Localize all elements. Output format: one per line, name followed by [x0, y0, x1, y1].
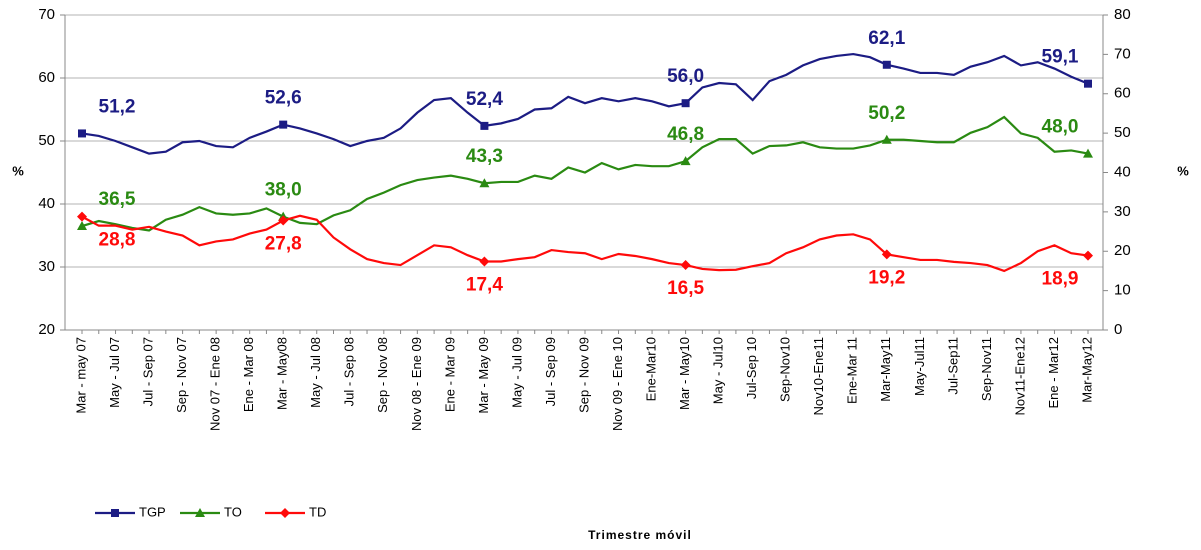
x-tick-label: Sep - Nov 09 [576, 337, 591, 413]
data-label: 36,5 [99, 189, 136, 210]
series-line [81, 52, 1089, 155]
y-tick-label: 20 [38, 321, 55, 338]
marker [195, 508, 205, 517]
x-tick-label: Nov11-Ene12 [1012, 337, 1027, 416]
x-tick-label: Mar - May 09 [476, 337, 491, 414]
marker [1084, 79, 1092, 88]
marker [279, 120, 288, 129]
data-label: 59,1 [1042, 47, 1079, 68]
x-tick-label: Mar - May08 [275, 337, 290, 410]
data-label: 18,9 [1042, 269, 1079, 290]
legend-label: TGP [139, 504, 166, 519]
marker [77, 211, 87, 222]
data-label: 56,0 [667, 66, 704, 87]
data-label: 28,8 [99, 230, 136, 251]
marker [280, 508, 290, 518]
marker [680, 260, 691, 271]
y2-tick-label: 50 [1114, 124, 1131, 141]
x-tick-label: Jul - Sep 09 [543, 337, 558, 406]
x-tick-label: Mar-May12 [1079, 337, 1094, 403]
x-tick-label: Nov 08 - Ene 09 [409, 337, 424, 431]
x-tick-label: Mar - may 07 [73, 337, 88, 414]
marker [480, 121, 489, 130]
data-label: 62,1 [868, 28, 905, 49]
data-label: 17,4 [466, 275, 503, 296]
x-tick-label: Jul-Sep 10 [744, 337, 759, 399]
y2-tick-label: 80 [1114, 6, 1131, 23]
data-label: 16,5 [667, 278, 704, 299]
marker [479, 256, 490, 267]
y-tick-label: 60 [38, 69, 55, 86]
x-tick-label: Sep - Nov 08 [375, 337, 390, 413]
x-tick-label: Nov10-Ene11 [811, 337, 826, 416]
data-label: 50,2 [868, 103, 905, 124]
x-tick-label: Mar - May10 [677, 337, 692, 410]
marker [77, 221, 87, 231]
y2-tick-label: 30 [1114, 203, 1131, 220]
y-axis-label: % [12, 163, 24, 178]
x-tick-label: Jul - Sep 07 [141, 337, 156, 406]
x-tick-label: Nov 07 - Ene 08 [208, 337, 223, 431]
marker [479, 178, 490, 188]
marker [278, 215, 289, 226]
marker [881, 134, 892, 144]
data-label: 52,6 [265, 88, 302, 109]
legend-label: TD [309, 504, 326, 519]
marker [1083, 250, 1093, 261]
data-label: 51,2 [99, 96, 136, 117]
legend-label: TO [224, 504, 242, 519]
x-tick-label: May - Jul 09 [509, 337, 524, 408]
y-tick-label: 30 [38, 258, 55, 275]
y-tick-label: 50 [38, 132, 55, 149]
series-line [81, 214, 1089, 273]
y2-axis-label: % [1177, 163, 1189, 178]
x-tick-label: Ene-Mar10 [644, 337, 659, 401]
y2-tick-label: 10 [1114, 282, 1131, 299]
x-tick-label: Jul - Sep 08 [342, 337, 357, 406]
x-tick-label: May - Jul10 [711, 337, 726, 404]
y2-tick-label: 60 [1114, 85, 1131, 102]
marker [680, 156, 691, 166]
x-tick-label: Ene - Mar 09 [442, 337, 457, 412]
y2-tick-label: 70 [1114, 45, 1131, 62]
y-tick-label: 40 [38, 195, 55, 212]
marker [681, 99, 690, 108]
x-tick-label: May-Jul11 [912, 337, 927, 396]
y2-tick-label: 0 [1114, 321, 1122, 338]
marker [78, 129, 86, 138]
x-tick-label: May - Jul 07 [107, 337, 122, 408]
marker [882, 60, 891, 69]
x-axis-label: Trimestre móvil [588, 528, 692, 542]
marker [881, 249, 892, 260]
data-label: 43,3 [466, 146, 503, 167]
data-label: 46,8 [667, 124, 704, 145]
x-tick-label: Ene - Mar12 [1046, 337, 1061, 409]
series-line [81, 115, 1089, 232]
x-tick-label: Mar-May11 [878, 337, 893, 402]
y-tick-label: 70 [38, 6, 55, 23]
data-label: 38,0 [265, 180, 302, 201]
marker [111, 509, 119, 517]
x-tick-label: Sep-Nov10 [778, 337, 793, 402]
data-label: 48,0 [1042, 117, 1079, 138]
data-label: 52,4 [466, 89, 503, 110]
marker [1083, 148, 1093, 158]
y2-tick-label: 20 [1114, 242, 1131, 259]
x-tick-label: May - Jul 08 [308, 337, 323, 408]
x-tick-label: Ene-Mar 11 [845, 337, 860, 404]
x-tick-label: Jul-Sep11 [945, 337, 960, 395]
y2-tick-label: 40 [1114, 163, 1131, 180]
data-label: 27,8 [265, 234, 302, 255]
x-tick-label: Ene - Mar 08 [241, 337, 256, 412]
data-label: 19,2 [868, 267, 905, 288]
x-tick-label: Sep - Nov 07 [174, 337, 189, 413]
x-tick-label: Nov 09 - Ene 10 [610, 337, 625, 431]
x-tick-label: Sep-Nov11 [979, 337, 994, 401]
